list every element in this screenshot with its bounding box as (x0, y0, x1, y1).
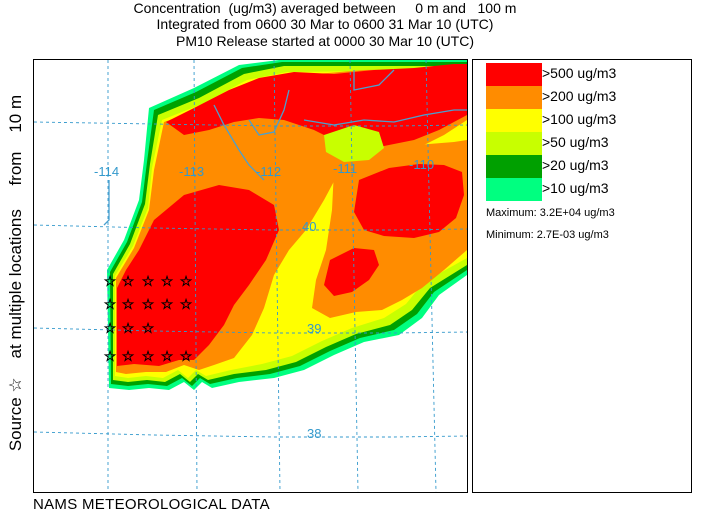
band-500-south (324, 248, 379, 296)
source-star-icon: ☆ (104, 274, 117, 290)
met-data-label: NAMS METEOROLOGICAL DATA (33, 496, 270, 513)
meridian-label: -110 (409, 157, 434, 172)
meridian-5 (425, 60, 437, 492)
minimum-value: Minimum: 2.7E-03 ug/m3 (486, 229, 609, 241)
meridian-3 (273, 60, 281, 492)
legend-item-100: >100 ug/m3 (486, 109, 681, 132)
parallel-2 (34, 224, 467, 231)
legend-swatch (486, 109, 542, 132)
source-star-icon: ☆ (161, 297, 174, 313)
meridian-2 (193, 60, 198, 492)
parallel-label: 40 (302, 219, 316, 234)
parallel-1 (34, 121, 467, 127)
source-markers: ☆ ☆ ☆ ☆ ☆ ☆ ☆ ☆ ☆ ☆ ☆ ☆ ☆ ☆ ☆ ☆ ☆ ☆ (103, 274, 193, 366)
source-star-icon: ☆ (104, 297, 117, 313)
source-star-icon: ☆ (180, 349, 193, 365)
band-500-north (166, 64, 467, 148)
band-500-east (354, 164, 464, 238)
legend-swatch (486, 63, 542, 86)
state-boundaries (103, 69, 467, 226)
legend-swatch (486, 155, 542, 178)
maximum-value: Maximum: 3.2E+04 ug/m3 (486, 207, 615, 219)
legend-label: >200 ug/m3 (542, 88, 617, 104)
concentration-bands (107, 60, 467, 390)
legend-item-10: >10 ug/m3 (486, 178, 681, 201)
source-star-icon: ☆ (142, 274, 155, 290)
meridian-label: -111 (333, 161, 357, 176)
parallel-label: 39 (307, 321, 321, 336)
map-title-line-1: Concentration (ug/m3) averaged between 0… (133, 0, 517, 16)
legend-item-20: >20 ug/m3 (486, 155, 681, 178)
source-star-icon: ☆ (180, 297, 193, 313)
legend-swatch (486, 178, 542, 201)
source-star-icon: ☆ (161, 349, 174, 365)
lat-lon-grid (34, 60, 467, 492)
meridian-label: -113 (179, 164, 204, 179)
legend-label: >10 ug/m3 (542, 180, 609, 196)
concentration-map-canvas: -114 -113 -112 -111 -110 40 39 38 ☆ ☆ ☆ ☆ ☆☆… (34, 60, 467, 492)
legend-label: >50 ug/m3 (542, 134, 609, 150)
source-star-icon: ☆ (142, 321, 155, 337)
legend-item-50: >50 ug/m3 (486, 132, 681, 155)
band-50-center (324, 125, 384, 162)
source-star-icon: ☆ (180, 274, 193, 290)
source-star-icon: ☆ (161, 274, 174, 290)
source-star-icon: ☆ (142, 349, 155, 365)
concentration-map: -114 -113 -112 -111 -110 40 39 38 ☆ ☆ ☆ ☆ ☆ ☆… (33, 59, 468, 493)
parallel-4 (34, 431, 467, 438)
legend-label: >20 ug/m3 (542, 157, 609, 173)
source-star-icon: ☆ (104, 349, 117, 365)
source-star-icon: ☆ (122, 349, 135, 365)
legend-item-200: >200 ug/m3 (486, 86, 681, 109)
meridian-label: -112 (256, 164, 281, 179)
source-description-label: Source ☆ at multiple locations from 10 m (6, 94, 25, 452)
map-title-line-2: Integrated from 0600 30 Mar to 0600 31 M… (156, 16, 494, 32)
source-star-icon: ☆ (122, 297, 135, 313)
legend-label: >500 ug/m3 (542, 65, 617, 81)
source-star-icon: ☆ (142, 297, 155, 313)
meridian-4 (349, 60, 359, 492)
legend-swatch (486, 86, 542, 109)
map-title-line-3: PM10 Release started at 0000 30 Mar 10 (… (175, 33, 475, 49)
legend-panel: >500 ug/m3 >200 ug/m3 >100 ug/m3 >50 ug/… (472, 59, 692, 493)
meridian-label: -114 (94, 164, 119, 179)
parallel-3 (34, 327, 467, 334)
legend-swatch (486, 132, 542, 155)
source-star-icon: ☆ (104, 321, 117, 337)
plume-southern-edge (107, 390, 467, 492)
band-500-west (117, 185, 279, 366)
source-star-icon: ☆ (122, 274, 135, 290)
legend-item-500: >500 ug/m3 (486, 63, 681, 86)
legend-label: >100 ug/m3 (542, 111, 617, 127)
parallel-label: 38 (307, 426, 321, 441)
source-star-icon: ☆ (122, 321, 135, 337)
